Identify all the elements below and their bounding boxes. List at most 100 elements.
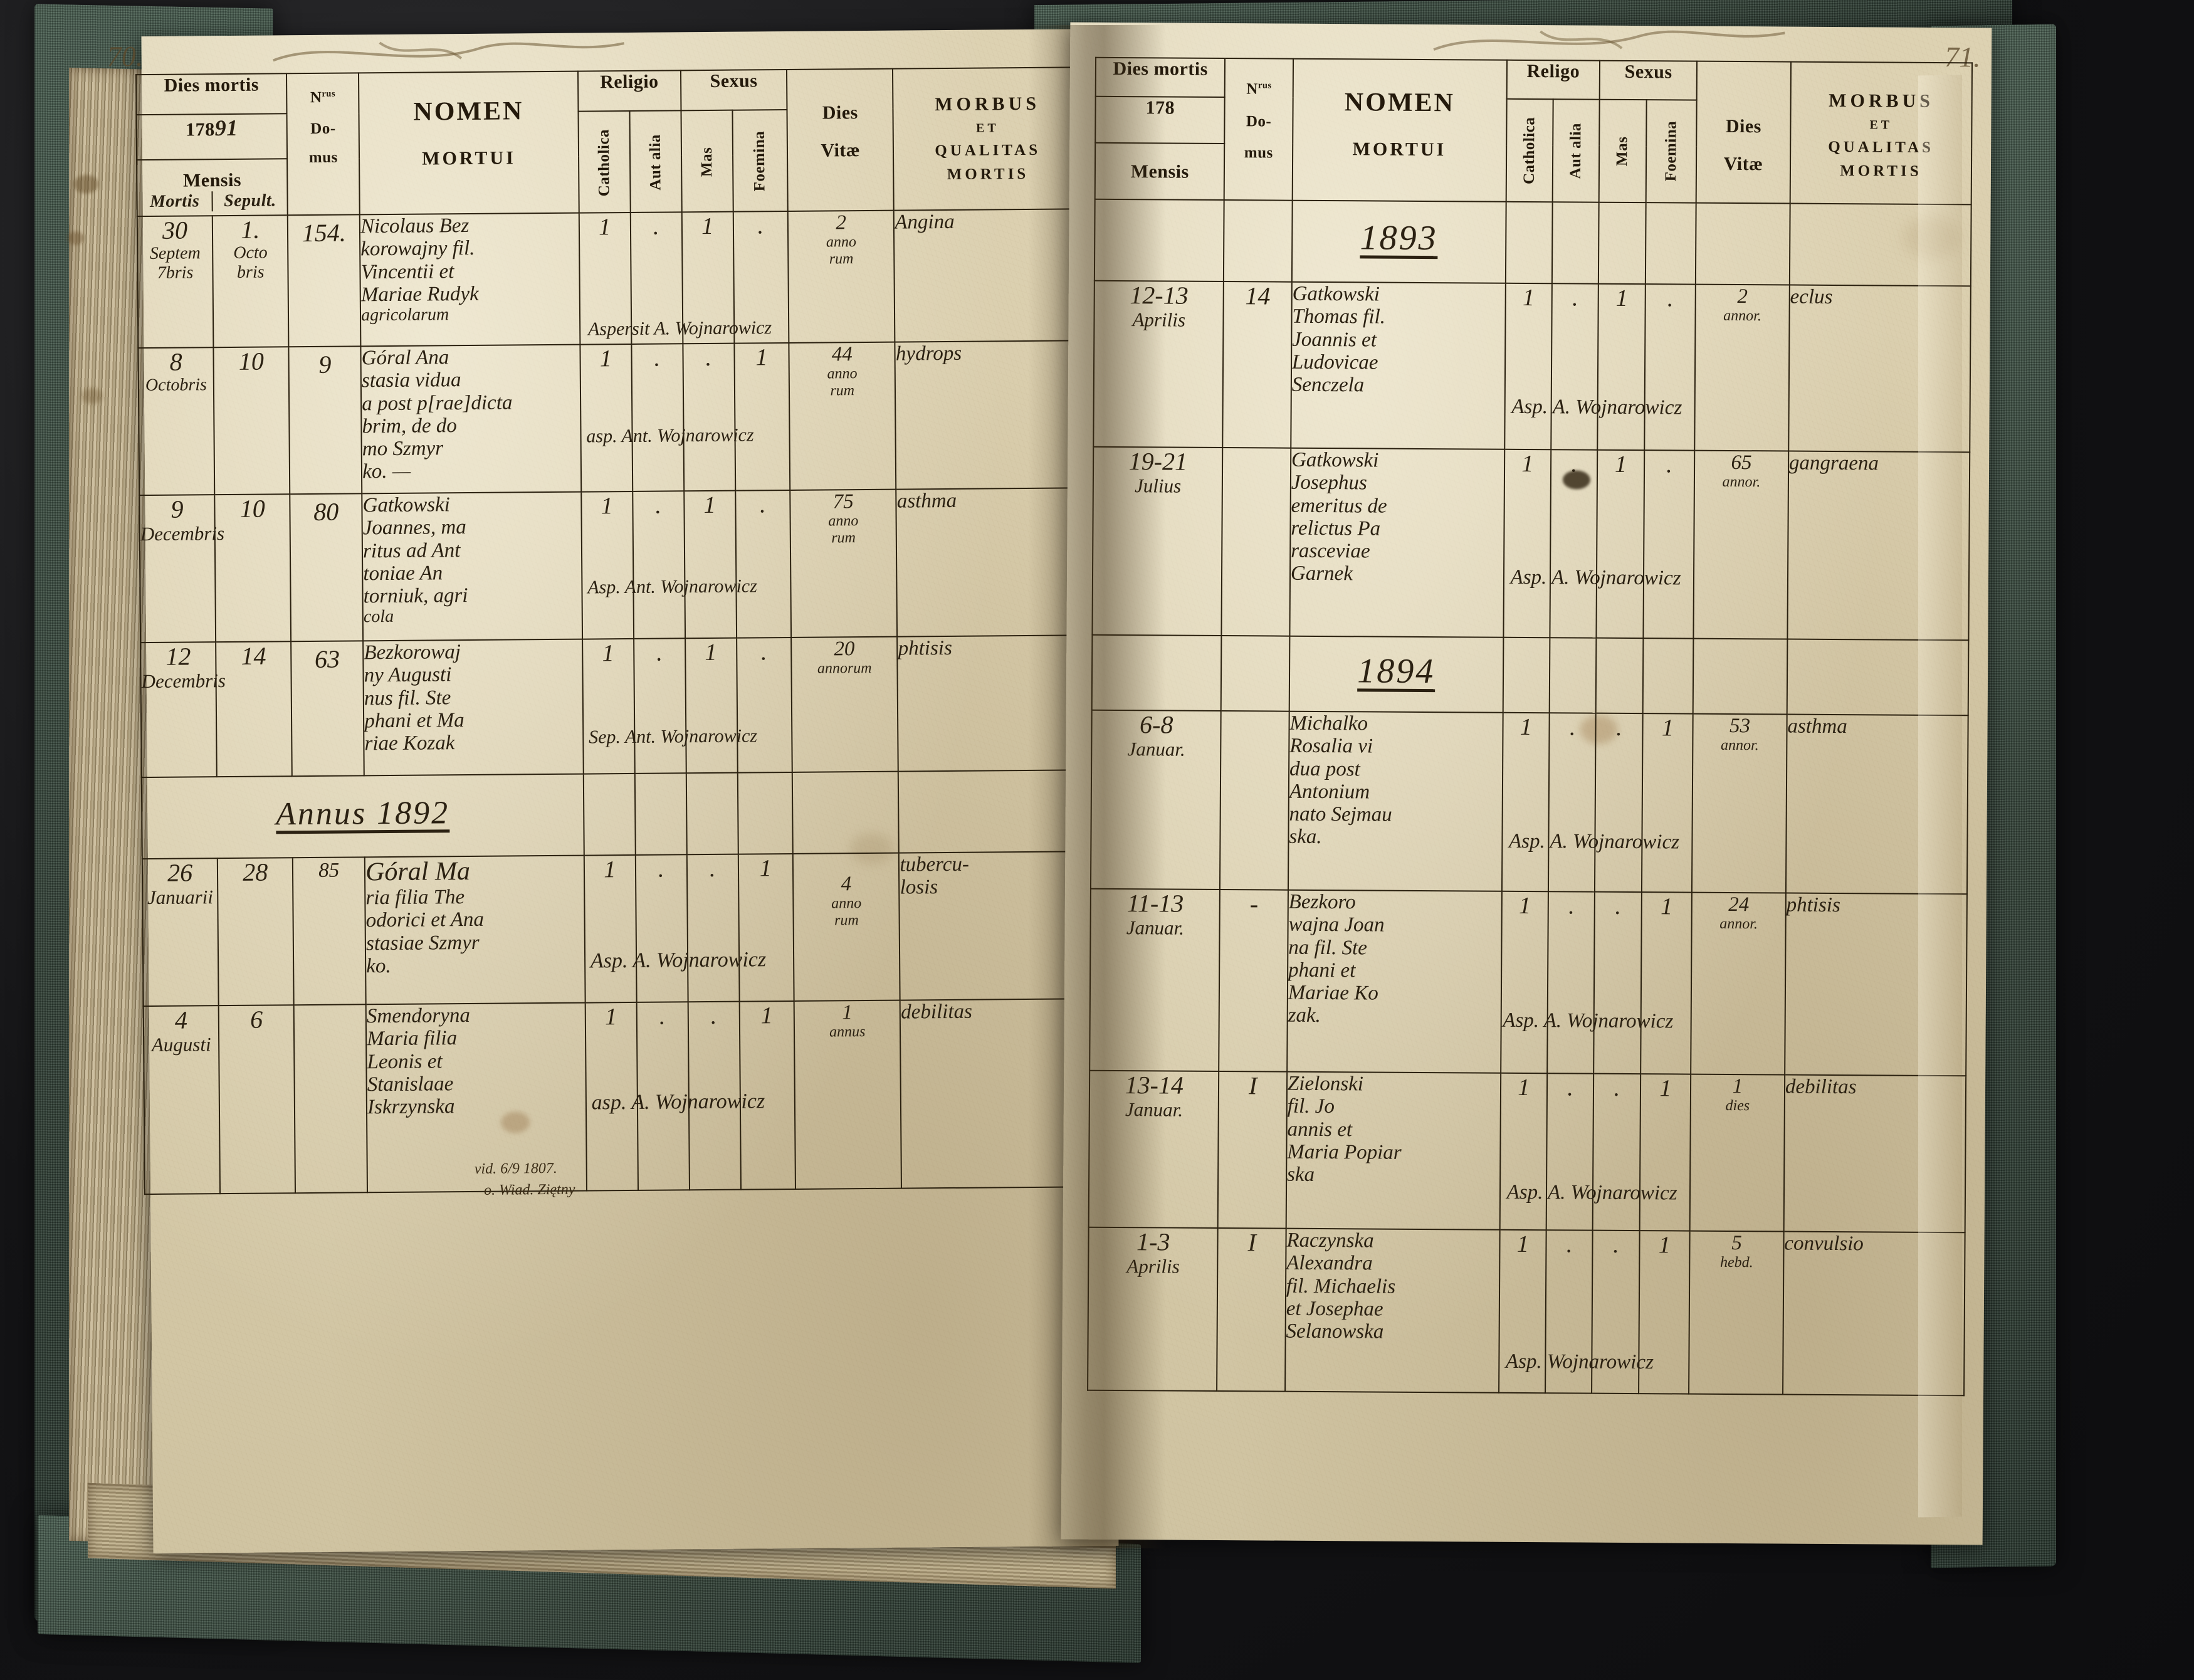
cell-catholica: 1 Asp. A. Wojnarowicz — [1500, 891, 1673, 1074]
cell-foemina: . — [1644, 284, 1696, 451]
cell-mas: 1 — [685, 638, 738, 774]
header-sub-sepult: Sepult. — [223, 191, 276, 211]
footnote-line-1: vid. 6/9 1807. — [474, 1160, 557, 1177]
table-header-row-1: Dies mortis Nrus Do- mus NOMEN MORTUI Re… — [1095, 57, 1973, 205]
cell-dies-mortis: 13-14 Januar. — [1088, 1070, 1219, 1229]
table-row: 13-14 Januar. I Zielonski fil. Jo annis … — [1088, 1070, 1966, 1233]
cell-catholica: 1 Asp. A. Wojnarowicz — [584, 854, 766, 1003]
cell-morbus: hydrops — [895, 340, 1085, 490]
cell-mas: . — [683, 343, 735, 491]
cell-dies-sepult: 10 — [213, 347, 290, 495]
table-row: 11-13 Januar. - Bezkoro wajna Joan na fi… — [1089, 888, 1967, 1076]
header-dies-vitae: Dies Vitæ — [1696, 61, 1791, 204]
table-row: 26 Januarii 28 85 Góral Ma ria filia The… — [142, 851, 1089, 1007]
cell-dies-sepult: 6 — [218, 1005, 296, 1194]
table-row: 12 Decembris 14 63 Bezkorowaj ny Augusti… — [140, 635, 1087, 778]
cell-dies-vitae: 1 annus — [794, 1000, 902, 1189]
cell-dies-vitae: 44 anno rum — [789, 342, 896, 490]
cell-mas — [1595, 638, 1644, 714]
cell-aut-alia: . — [1547, 891, 1595, 1074]
cell-nrus-domus — [1221, 636, 1290, 711]
cell-nomen-mortui: Raczynska Alexandra fil. Michaelis et Jo… — [1284, 1228, 1500, 1393]
cell-aut-alia: . — [1548, 713, 1596, 892]
cell-morbus: asthma — [896, 488, 1086, 637]
table-row: 6-8 Januar. Michalko Rosalia vi dua post… — [1090, 710, 1968, 895]
cell-morbus: debilitas — [1783, 1074, 1966, 1233]
cell-nrus-domus: 63 — [291, 641, 364, 777]
cell-dies-mortis: 6-8 Januar. — [1090, 710, 1222, 890]
cell-foemina: . — [735, 490, 792, 638]
cell-morbus — [1789, 203, 1971, 286]
header-nomen-mortui: NOMEN MORTUI — [359, 71, 579, 215]
cell-catholica: 1 Asp. A. Wojnarowicz — [1501, 712, 1679, 892]
cell-nomen-mortui: Bezkoro wajna Joan na fil. Ste phani et … — [1287, 890, 1502, 1073]
table-row: 19-21 Julius Gatkowski Josephus emeritus… — [1092, 446, 1970, 641]
cell-nomen-mortui: Gatkowski Thomas fil. Joannis et Ludovic… — [1291, 281, 1506, 449]
cell-morbus: Angina — [894, 209, 1084, 342]
footnote-line-2: o. Wiad. Ziętny — [484, 1181, 575, 1199]
cell-catholica: 1 Asp. Ant. Wojnarowicz — [581, 491, 757, 639]
cell-catholica: 1 Asp. A. Wojnarowicz — [1503, 449, 1681, 638]
cell-nrus-domus — [1224, 200, 1293, 282]
header-sexus: Sexus — [1599, 60, 1698, 100]
cell-dies-vitae: 75 anno rum — [790, 489, 898, 638]
cell-foemina: . — [1643, 450, 1695, 639]
cell-morbus — [898, 770, 1088, 853]
year-divider-row: Annus 1892 — [141, 770, 1088, 859]
cell-dies-mortis — [1094, 199, 1225, 282]
cell-catholica: 1 Asp. A. Wojnarowicz — [1499, 1073, 1677, 1231]
cell-nomen-mortui: Góral Ma ria filia The odorici et Ana st… — [364, 855, 585, 1005]
header-year: 17891 — [136, 113, 288, 160]
header-dies-vitae: Dies Vitæ — [787, 68, 895, 211]
cell-foemina: 1 — [1639, 1074, 1691, 1231]
left-page: 70. Dies mortis Nrus — [67, 28, 1119, 1554]
cell-nrus-domus: I — [1217, 1228, 1286, 1392]
cell-dies-vitae: 20 annorum — [791, 636, 899, 772]
cell-nomen-mortui: Góral Ana stasia vidua a post p[rae]dict… — [360, 344, 582, 494]
header-catholica: Catholica — [578, 110, 631, 213]
cell-foemina: 1 — [1640, 892, 1693, 1074]
cell-nomen-mortui: Bezkorowaj ny Augusti nus fil. Ste phani… — [363, 639, 584, 776]
cell-dies-vitae — [1693, 638, 1788, 715]
cell-year-divider: Annus 1892 — [141, 774, 584, 859]
cell-mas — [1598, 202, 1646, 285]
cell-aut-alia: . — [636, 1002, 690, 1190]
table-row: 12-13 Aprilis 14 Gatkowski Thomas fil. J… — [1093, 280, 1971, 453]
cell-morbus: convulsio — [1782, 1231, 1965, 1396]
cell-dies-mortis: 1-3 Aprilis — [1088, 1227, 1219, 1392]
cell-nomen-mortui: Gatkowski Josephus emeritus de relictus … — [1289, 448, 1504, 638]
cell-catholica: 1 Asp. A. Wojnarowicz — [1504, 283, 1682, 450]
cell-dies-vitae — [1696, 202, 1790, 285]
cell-morbus: phtisis — [1785, 893, 1967, 1076]
header-morbus-qualitas-mortis: MORBUS ET QUALITAS MORTIS — [893, 67, 1083, 211]
cell-year-divider: 1893 — [1291, 200, 1506, 283]
cell-dies-mortis: 8 Octobris — [138, 347, 215, 496]
cell-mas: . — [688, 1001, 741, 1190]
table-row: 30 Septem 7bris 1. Octo bris 154. Nicola… — [137, 209, 1084, 349]
death-register-table-right: Dies mortis Nrus Do- mus NOMEN MORTUI Re… — [1087, 57, 1973, 1397]
header-nrus-domus: Nrus Do- mus — [286, 73, 360, 216]
cell-aut-alia — [634, 773, 687, 855]
header-aut-alia: Aut alia — [629, 110, 682, 213]
header-morbus-qualitas-mortis: MORBUS ET QUALITAS MORTIS — [1790, 61, 1973, 205]
cell-morbus: tubercu- losis — [899, 851, 1089, 1000]
cell-aut-alia: . — [632, 491, 685, 639]
cell-morbus — [1787, 639, 1969, 716]
cell-catholica: 1 Sep. Ant. Wojnarowicz — [582, 638, 757, 774]
header-religio: Religo — [1506, 60, 1600, 100]
top-margin-scribble — [1433, 30, 1785, 51]
cell-dies-mortis: 11-13 Januar. — [1089, 888, 1220, 1072]
cell-mas: . — [1593, 891, 1642, 1074]
cell-morbus: debilitas — [900, 999, 1090, 1189]
cell-aut-alia: . — [1546, 1073, 1594, 1231]
header-catholica: Catholica — [1506, 98, 1553, 202]
cell-foemina: 1 — [738, 853, 794, 1002]
cell-dies-mortis: 12 Decembris — [140, 642, 226, 778]
cell-mas: . — [1595, 713, 1643, 893]
cell-catholica — [1503, 637, 1550, 713]
cell-mas: . — [1592, 1073, 1640, 1231]
cell-nrus-domus: 154. — [288, 214, 361, 347]
cell-nomen-mortui: Gatkowski Joannes, ma ritus ad Ant tonia… — [362, 491, 582, 641]
header-sub-mortis: Mortis — [149, 191, 200, 211]
